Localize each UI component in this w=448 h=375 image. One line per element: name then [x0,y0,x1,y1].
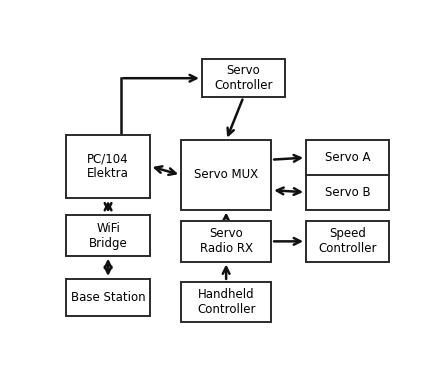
Bar [66,135,150,198]
Text: Servo
Controller: Servo Controller [214,64,273,92]
Text: PC/104
Elektra: PC/104 Elektra [87,152,129,180]
Bar [66,215,150,256]
Bar [306,140,389,210]
Text: Servo B: Servo B [325,186,370,199]
Bar [306,221,389,262]
Text: Servo
Radio RX: Servo Radio RX [200,227,253,255]
Text: WiFi
Bridge: WiFi Bridge [89,222,127,250]
Text: Servo MUX: Servo MUX [194,168,258,182]
Bar [181,140,271,210]
Bar [181,221,271,262]
Bar [66,279,150,316]
Text: Servo A: Servo A [325,151,370,164]
Text: Handheld
Controller: Handheld Controller [197,288,255,316]
Bar [202,59,285,97]
Bar [181,282,271,322]
Text: Base Station: Base Station [71,291,146,304]
Text: Speed
Controller: Speed Controller [319,227,377,255]
